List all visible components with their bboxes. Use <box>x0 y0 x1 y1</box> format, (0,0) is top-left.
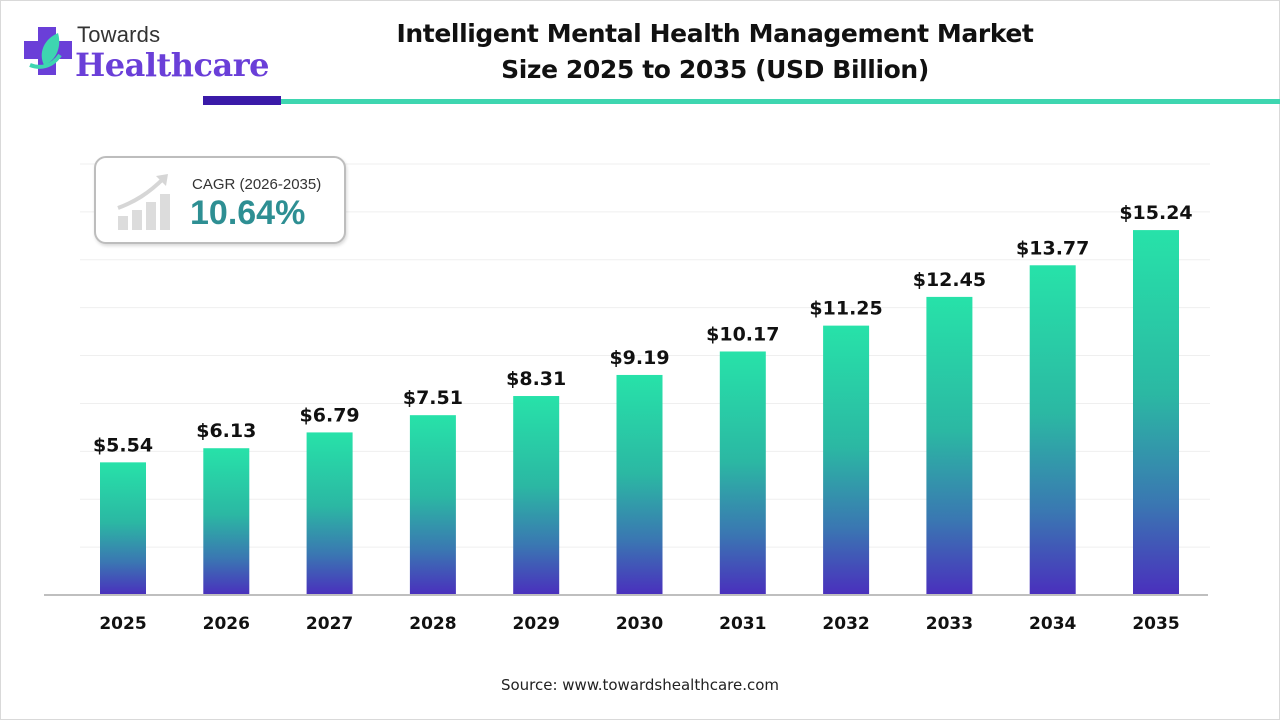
data-label-2031: $10.17 <box>706 323 779 345</box>
x-tick-2031: 2031 <box>719 614 766 634</box>
x-tick-2034: 2034 <box>1029 614 1076 634</box>
growth-chart-icon <box>117 174 170 230</box>
title-underline <box>281 99 1280 104</box>
x-tick-2029: 2029 <box>513 614 560 634</box>
data-label-2030: $9.19 <box>609 347 669 369</box>
chart-title: Intelligent Mental Health Management Mar… <box>340 16 1090 88</box>
bar-2033 <box>926 296 973 595</box>
bar-2032 <box>823 325 870 595</box>
medical-cross-leaf-icon <box>24 27 72 75</box>
x-tick-2032: 2032 <box>822 614 869 634</box>
x-tick-2035: 2035 <box>1132 614 1179 634</box>
x-tick-2028: 2028 <box>409 614 456 634</box>
data-label-2035: $15.24 <box>1119 202 1192 224</box>
bar-2025 <box>100 462 146 595</box>
title-line-2: Size 2025 to 2035 (USD Billion) <box>501 55 929 84</box>
cagr-label: CAGR (2026-2035) <box>192 176 322 193</box>
bar-2027 <box>306 432 353 595</box>
source-note: Source: www.towardshealthcare.com <box>500 676 780 694</box>
x-tick-2025: 2025 <box>99 614 146 634</box>
data-label-2032: $11.25 <box>809 298 882 320</box>
bar-2034 <box>1029 265 1076 595</box>
bar-2028 <box>409 415 456 595</box>
data-label-2029: $8.31 <box>506 368 566 390</box>
x-tick-2030: 2030 <box>616 614 663 634</box>
data-label-2034: $13.77 <box>1016 237 1089 259</box>
data-label-2026: $6.13 <box>196 420 256 442</box>
x-tick-2027: 2027 <box>306 614 353 634</box>
brand-logo: Towards Healthcare <box>22 20 269 85</box>
x-tick-labels: 2025 2026 2027 2028 2029 2030 2031 2032 2033 2034… <box>99 614 1179 634</box>
x-tick-2026: 2026 <box>203 614 250 634</box>
brand-towards: Towards <box>77 22 161 47</box>
data-label-2028: $7.51 <box>403 387 463 409</box>
bar-2035 <box>1133 230 1179 595</box>
data-labels: $5.54 $6.13 $6.79 $7.51 $8.31 $9.19 $10.17 $11.… <box>93 202 1193 456</box>
bar-2029 <box>513 396 560 595</box>
bar-2026 <box>203 448 250 595</box>
title-underline-accent <box>203 96 281 105</box>
bars <box>100 230 1179 595</box>
bar-2031 <box>719 351 766 595</box>
data-label-2025: $5.54 <box>93 434 153 456</box>
x-tick-2033: 2033 <box>926 614 973 634</box>
cagr-card: CAGR (2026-2035) 10.64% <box>94 156 346 244</box>
bar-2030 <box>616 374 663 595</box>
title-line-1: Intelligent Mental Health Management Mar… <box>396 19 1034 48</box>
cagr-value: 10.64% <box>190 194 306 232</box>
data-label-2027: $6.79 <box>300 404 360 426</box>
brand-healthcare: Healthcare <box>75 46 269 84</box>
data-label-2033: $12.45 <box>913 269 986 291</box>
